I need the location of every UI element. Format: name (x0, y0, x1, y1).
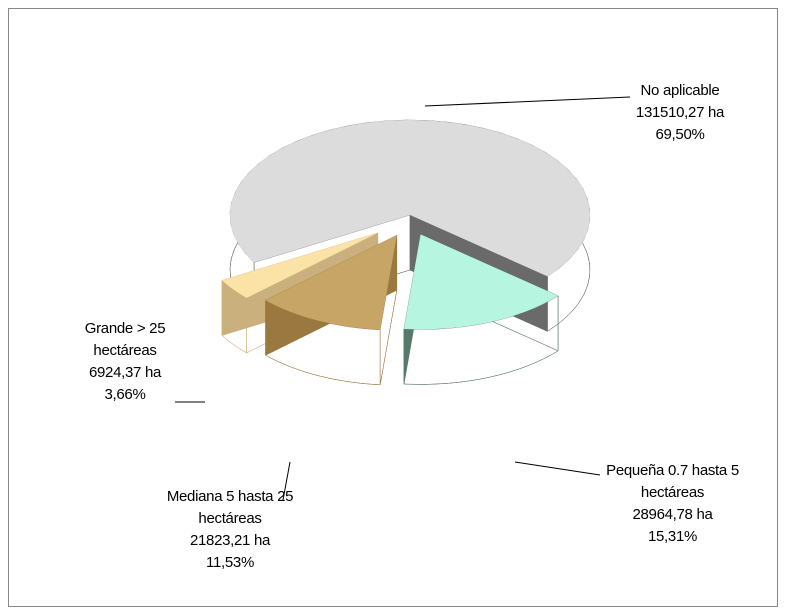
leaders (175, 96, 631, 501)
value-label: 69,50% (655, 126, 705, 143)
area-label: 131510,27 ha (635, 104, 725, 121)
frame (8, 8, 778, 607)
area-label: 21823,21 ha (189, 532, 271, 549)
value-label: 3,66% (104, 386, 146, 403)
slice (265, 235, 397, 330)
category-label: Mediana 5 hasta 25 hectáreas (166, 488, 294, 527)
category-label: Grande > 25 hectáreas (84, 320, 166, 359)
slice (230, 120, 590, 277)
area-label: 6924,37 ha (88, 364, 162, 381)
slice (403, 234, 559, 330)
leader-line (282, 461, 291, 501)
leader-line (424, 96, 631, 107)
slice-label: No aplicable 131510,27 ha 69,50% (600, 80, 760, 146)
category-label: Pequeña 0.7 hasta 5 hectáreas (606, 462, 739, 501)
area-label: 28964,78 ha (632, 506, 713, 523)
value-label: 15,31% (647, 528, 698, 545)
category-label: No aplicable (640, 82, 720, 99)
slice-label: Pequeña 0.7 hasta 5 hectáreas 28964,78 ha… (590, 460, 755, 548)
leader-line (514, 461, 601, 476)
value-label: 11,53% (206, 554, 254, 571)
slice-label: Grande > 25 hectáreas 6924,37 ha 3,66% (70, 318, 180, 406)
slice-label: Mediana 5 hasta 25 hectáreas 21823,21 ha 1… (150, 486, 310, 574)
pie (221, 119, 591, 386)
slice (221, 232, 378, 298)
